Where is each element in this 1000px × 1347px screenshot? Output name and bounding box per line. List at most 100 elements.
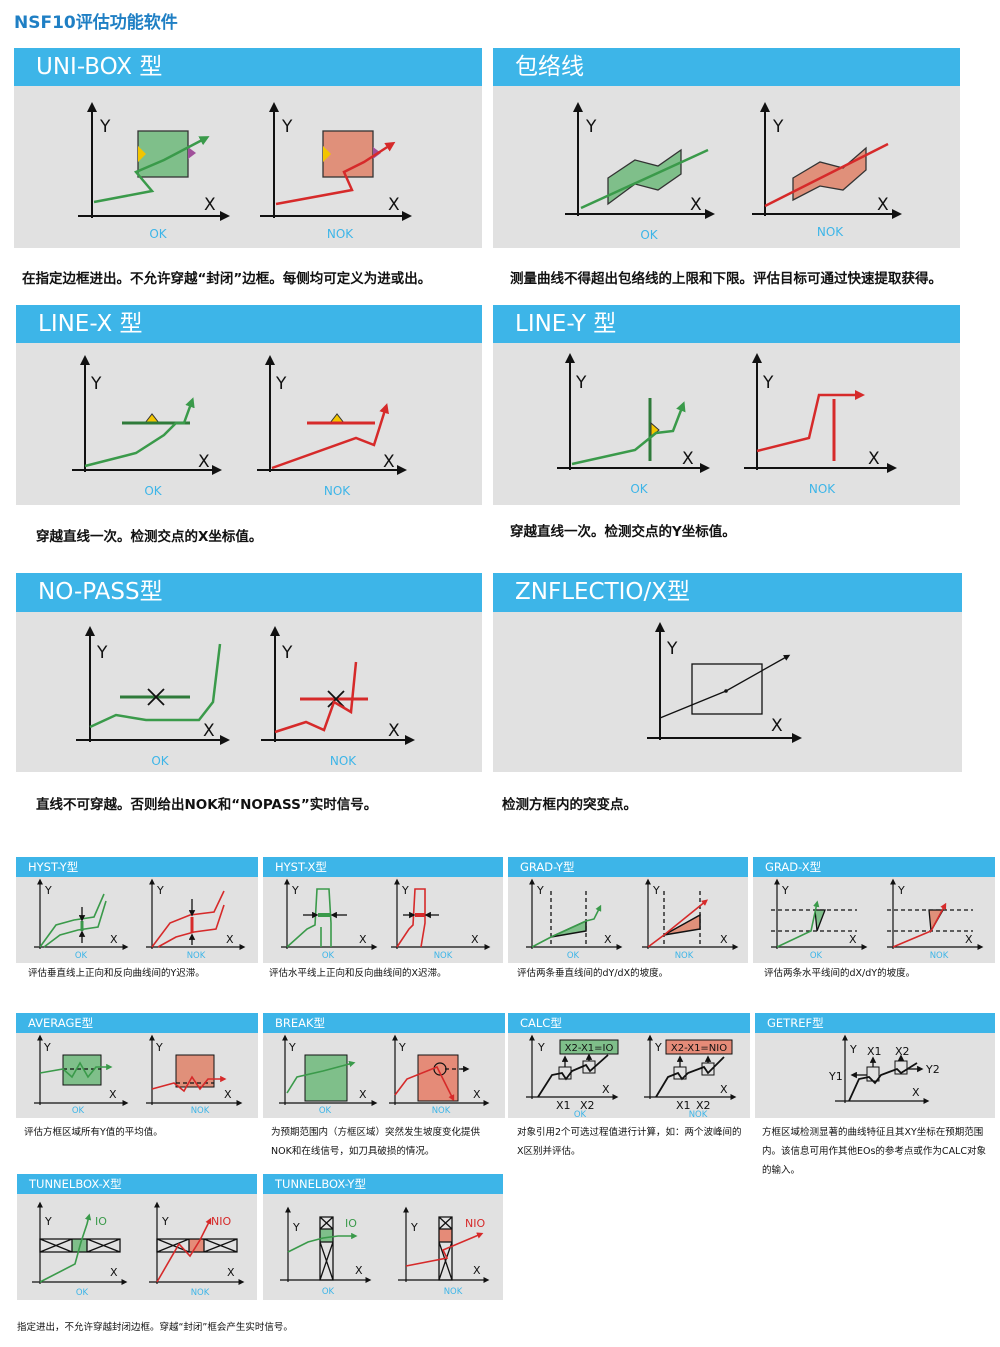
svg-text:X: X xyxy=(224,1088,232,1101)
svg-text:NOK: NOK xyxy=(324,484,351,498)
panel-title-tunnelbox-y: TUNNELBOX-Y型 xyxy=(263,1174,503,1194)
svg-text:X1: X1 xyxy=(867,1045,882,1058)
svg-text:IO: IO xyxy=(95,1215,107,1228)
svg-text:X2: X2 xyxy=(580,1099,595,1112)
svg-text:Y: Y xyxy=(281,643,293,663)
hyst-y-diagram: Y X OK Y X NOK xyxy=(16,877,258,963)
svg-text:X: X xyxy=(473,1264,481,1277)
svg-text:Y: Y xyxy=(156,884,164,897)
svg-text:NOK: NOK xyxy=(434,951,453,961)
svg-text:X: X xyxy=(720,1083,728,1096)
svg-text:OK: OK xyxy=(567,951,580,961)
svg-text:Y: Y xyxy=(43,1041,51,1054)
svg-text:Y: Y xyxy=(99,117,111,137)
panel-title-hyst-x: HYST-X型 xyxy=(263,857,503,877)
average-diagram: Y X OK Y X NOK xyxy=(16,1033,258,1118)
svg-text:Y: Y xyxy=(161,1215,169,1228)
svg-text:Y: Y xyxy=(781,884,789,897)
svg-text:X: X xyxy=(471,933,479,946)
svg-text:Y: Y xyxy=(897,884,905,897)
svg-text:X: X xyxy=(771,716,783,736)
panel-title-uni-box: UNI-BOX 型 xyxy=(14,48,482,86)
svg-text:X: X xyxy=(868,449,880,469)
svg-text:OK: OK xyxy=(75,951,88,961)
svg-text:X: X xyxy=(912,1086,920,1099)
tunnelbox-x-diagram: Y X OK IO Y X NOK NIO xyxy=(17,1194,257,1300)
panel-title-tunnelbox-x: TUNNELBOX-X型 xyxy=(17,1174,257,1194)
svg-text:Y: Y xyxy=(575,373,587,393)
svg-text:X: X xyxy=(110,1266,118,1279)
line-y-diagram: Y X OK Y X NOK xyxy=(493,343,960,505)
svg-text:NOK: NOK xyxy=(330,754,357,768)
svg-text:OK: OK xyxy=(630,482,648,496)
svg-text:X2: X2 xyxy=(696,1099,711,1112)
svg-text:Y: Y xyxy=(666,639,678,659)
panel-title-znflectio: ZNFLECTIO/X型 xyxy=(493,573,962,612)
grad-y-diagram: Y X OK Y X NOK xyxy=(508,877,748,963)
page-title: NSF10评估功能软件 xyxy=(14,13,178,33)
svg-text:NOK: NOK xyxy=(930,951,949,961)
svg-text:NOK: NOK xyxy=(689,1110,708,1118)
svg-text:OK: OK xyxy=(149,227,167,241)
svg-text:X: X xyxy=(388,195,400,215)
svg-text:Y: Y xyxy=(410,1221,418,1234)
calc-diagram: Y X OK X2-X1=IO X1 X2 Y X NOK X2-X1=NIO X1 X2 xyxy=(508,1033,750,1118)
panel-title-line-x: LINE-X 型 xyxy=(16,305,482,343)
break-diagram: Y X OK Y X NOK xyxy=(263,1033,505,1118)
svg-text:Y: Y xyxy=(292,1221,300,1234)
svg-text:X: X xyxy=(109,1088,117,1101)
svg-text:X: X xyxy=(198,452,210,472)
svg-text:NIO: NIO xyxy=(211,1215,231,1228)
svg-text:X: X xyxy=(965,933,973,946)
svg-text:Y: Y xyxy=(849,1043,857,1056)
svg-text:X: X xyxy=(849,933,857,946)
svg-text:IO: IO xyxy=(345,1217,357,1230)
svg-text:X1: X1 xyxy=(556,1099,571,1112)
line-x-caption: 穿越直线一次。检测交点的X坐标值。 xyxy=(36,529,263,545)
uni-box-diagram: Y X OK Y X NOK xyxy=(14,86,482,248)
svg-text:X: X xyxy=(204,195,216,215)
svg-text:Y: Y xyxy=(398,1041,406,1054)
svg-text:Y: Y xyxy=(536,884,544,897)
grad-x-diagram: Y X OK Y X NOK xyxy=(753,877,995,963)
panel-title-envelope: 包络线 xyxy=(493,48,960,86)
svg-text:X: X xyxy=(227,1266,235,1279)
panel-title-break: BREAK型 xyxy=(263,1013,505,1033)
panel-title-no-pass: NO-PASS型 xyxy=(16,573,482,612)
znflectio-caption: 检测方框内的突变点。 xyxy=(502,797,637,813)
svg-text:NOK: NOK xyxy=(817,225,844,239)
panel-title-getref: GETREF型 xyxy=(755,1013,995,1033)
svg-text:X2: X2 xyxy=(895,1045,910,1058)
svg-text:X2-X1=NIO: X2-X1=NIO xyxy=(671,1043,727,1054)
svg-text:X: X xyxy=(388,721,400,741)
svg-text:X: X xyxy=(355,1264,363,1277)
hyst-x-diagram: Y X OK Y X NOK xyxy=(263,877,503,963)
calc-caption: 对象引用2个可选过程值进行计算，如：两个波峰间的X区别并评估。 xyxy=(517,1127,742,1157)
svg-text:X: X xyxy=(203,721,215,741)
line-y-caption: 穿越直线一次。检测交点的Y坐标值。 xyxy=(510,524,736,540)
svg-text:Y: Y xyxy=(275,374,287,394)
panel-title-calc: CALC型 xyxy=(508,1013,750,1033)
svg-text:Y: Y xyxy=(90,374,102,394)
envelope-caption: 测量曲线不得超出包络线的上限和下限。评估目标可通过快速提取获得。 xyxy=(510,271,942,287)
svg-text:Y: Y xyxy=(155,1041,163,1054)
svg-text:OK: OK xyxy=(322,951,335,961)
svg-text:X: X xyxy=(473,1088,481,1101)
svg-text:NOK: NOK xyxy=(432,1106,451,1116)
svg-text:OK: OK xyxy=(319,1106,332,1116)
svg-text:X: X xyxy=(604,933,612,946)
svg-text:Y: Y xyxy=(288,1041,296,1054)
average-caption: 评估方框区域所有Y值的平均值。 xyxy=(24,1127,163,1138)
svg-text:X: X xyxy=(720,933,728,946)
svg-text:NOK: NOK xyxy=(327,227,354,241)
svg-text:OK: OK xyxy=(72,1106,85,1116)
svg-text:OK: OK xyxy=(144,484,162,498)
svg-text:OK: OK xyxy=(810,951,823,961)
svg-text:NOK: NOK xyxy=(809,482,836,496)
svg-text:NOK: NOK xyxy=(675,951,694,961)
svg-text:Y: Y xyxy=(772,117,784,137)
svg-text:Y: Y xyxy=(762,373,774,393)
line-x-diagram: Y X OK Y X NOK xyxy=(16,343,482,505)
svg-text:X: X xyxy=(359,933,367,946)
